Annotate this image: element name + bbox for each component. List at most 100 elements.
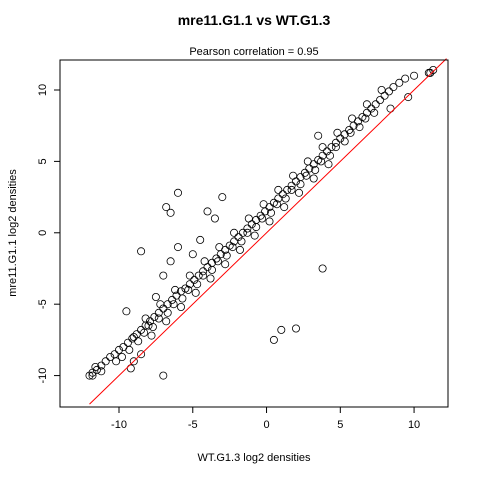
data-point <box>221 260 230 269</box>
data-point <box>193 280 202 289</box>
data-point <box>309 174 318 183</box>
data-point <box>206 274 215 283</box>
data-point <box>173 188 182 197</box>
data-point <box>331 143 340 152</box>
data-point <box>199 271 208 280</box>
data-point <box>404 93 413 102</box>
data-point <box>272 200 281 209</box>
data-point <box>324 160 333 169</box>
data-point <box>234 233 243 242</box>
data-point <box>140 328 149 337</box>
data-point <box>154 308 163 317</box>
data-point <box>144 321 153 330</box>
data-point <box>118 352 127 361</box>
data-point <box>166 208 175 217</box>
data-point <box>244 214 253 223</box>
data-point <box>243 224 252 233</box>
data-point <box>122 307 131 316</box>
data-point <box>367 104 376 113</box>
data-point <box>137 350 146 359</box>
data-point <box>199 267 208 276</box>
data-point <box>317 157 326 166</box>
data-point <box>266 208 275 217</box>
data-point <box>389 83 398 92</box>
data-point <box>148 322 157 331</box>
data-point <box>141 314 150 323</box>
data-point <box>123 338 132 347</box>
data-point <box>210 214 219 223</box>
data-point <box>169 300 178 309</box>
data-point <box>188 250 197 259</box>
data-point <box>159 371 168 380</box>
data-point <box>384 87 393 96</box>
data-point <box>238 228 247 237</box>
data-point <box>302 171 311 180</box>
data-point <box>278 190 287 199</box>
data-point <box>243 228 252 237</box>
data-point <box>289 171 298 180</box>
data-point <box>190 275 199 284</box>
data-point <box>191 288 200 297</box>
data-point <box>280 203 289 212</box>
data-point <box>331 138 340 147</box>
data-point <box>200 257 209 266</box>
data-point <box>252 223 261 232</box>
data-point <box>150 312 159 321</box>
data-point <box>287 181 296 190</box>
data-point <box>237 237 246 246</box>
data-point <box>376 96 385 105</box>
data-point <box>173 243 182 252</box>
data-point <box>194 271 203 280</box>
x-tick-label: 0 <box>263 419 269 431</box>
data-point <box>283 185 292 194</box>
data-point <box>132 330 141 339</box>
data-point <box>213 257 222 266</box>
x-tick-label: -10 <box>111 419 127 431</box>
y-axis: -10 -5 0 5 10 <box>37 84 60 384</box>
data-point <box>386 104 395 113</box>
data-point <box>134 337 143 346</box>
data-point <box>112 357 121 366</box>
data-point <box>371 100 380 109</box>
data-point <box>361 114 370 123</box>
data-point <box>230 228 239 237</box>
data-point <box>410 71 419 80</box>
chart-subtitle: Pearson correlation = 0.95 <box>189 46 318 58</box>
x-axis-label: WT.G1.3 log2 densities <box>197 452 311 464</box>
data-point <box>291 324 300 333</box>
y-tick-label: 10 <box>37 84 49 96</box>
data-point <box>159 271 168 280</box>
data-point <box>88 371 97 380</box>
data-point <box>162 203 171 212</box>
data-point <box>129 332 138 341</box>
data-point <box>168 295 177 304</box>
data-point <box>370 108 379 117</box>
fit-line <box>89 58 447 405</box>
data-point <box>340 137 349 146</box>
data-point <box>97 367 106 376</box>
data-point <box>162 317 171 326</box>
data-point <box>296 180 305 189</box>
data-point <box>228 243 237 252</box>
data-point <box>318 143 327 152</box>
data-point <box>265 217 274 226</box>
data-point <box>277 325 286 334</box>
data-point <box>137 247 146 256</box>
data-point <box>346 128 355 137</box>
x-tick-label: 10 <box>408 419 420 431</box>
data-point <box>235 245 244 254</box>
data-point <box>222 251 231 260</box>
data-point <box>115 345 124 354</box>
data-point <box>401 74 410 83</box>
data-point <box>303 157 312 166</box>
data-point <box>269 335 278 344</box>
data-point <box>106 352 115 361</box>
data-point <box>256 211 265 220</box>
data-point <box>154 314 163 323</box>
data-point <box>318 264 327 273</box>
x-axis: -10 -5 0 5 10 <box>111 407 420 431</box>
data-point <box>426 68 435 77</box>
data-point <box>91 362 100 371</box>
